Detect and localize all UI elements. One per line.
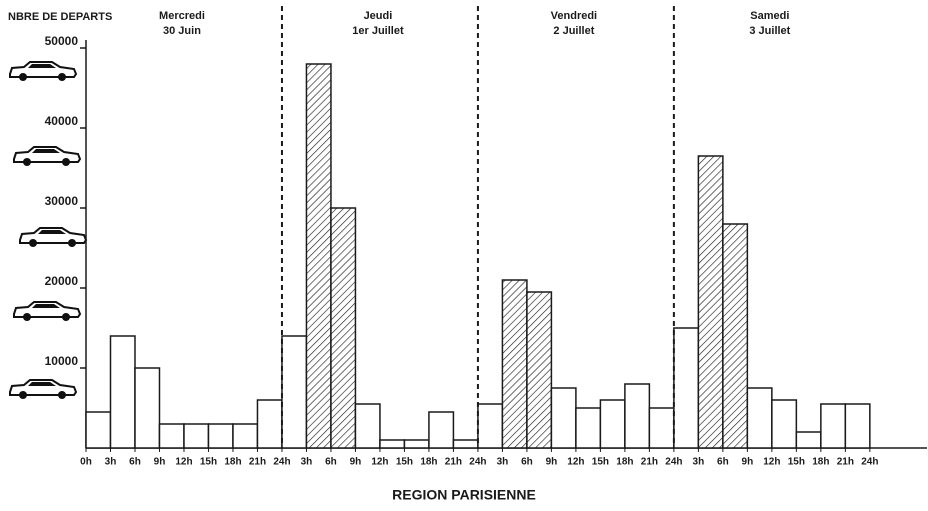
x-tick-label: 3h bbox=[497, 457, 509, 468]
x-tick-label: 24h bbox=[469, 457, 486, 468]
bar bbox=[233, 424, 257, 448]
bar bbox=[478, 404, 502, 448]
bar bbox=[576, 408, 600, 448]
x-tick-label: 21h bbox=[445, 457, 462, 468]
bar bbox=[184, 424, 208, 448]
y-tick-label: 50000 bbox=[45, 34, 79, 48]
day-date: 1er Juillet bbox=[352, 25, 404, 37]
x-tick-label: 6h bbox=[129, 457, 141, 468]
bar bbox=[772, 400, 796, 448]
x-tick-label: 3h bbox=[693, 457, 705, 468]
x-tick-label: 24h bbox=[861, 457, 878, 468]
x-tick-label: 21h bbox=[249, 457, 266, 468]
bar bbox=[331, 208, 355, 448]
day-date: 2 Juillet bbox=[553, 25, 594, 37]
bar bbox=[845, 404, 869, 448]
bar bbox=[404, 440, 428, 448]
bar bbox=[282, 336, 306, 448]
x-tick-label: 12h bbox=[763, 457, 780, 468]
x-tick-label: 9h bbox=[350, 457, 362, 468]
x-tick-label: 0h bbox=[80, 457, 92, 468]
x-tick-label: 6h bbox=[325, 457, 337, 468]
bar bbox=[698, 156, 722, 448]
x-tick-label: 12h bbox=[371, 457, 388, 468]
y-tick-label: 30000 bbox=[45, 194, 79, 208]
day-date: 3 Juillet bbox=[749, 25, 790, 37]
bar bbox=[257, 400, 281, 448]
x-tick-label: 21h bbox=[837, 457, 854, 468]
bar bbox=[453, 440, 477, 448]
y-tick-label: 10000 bbox=[45, 354, 79, 368]
y-tick-label: 40000 bbox=[45, 114, 79, 128]
bar bbox=[110, 336, 134, 448]
x-tick-label: 3h bbox=[301, 457, 313, 468]
chart-title: REGION PARISIENNE bbox=[392, 487, 536, 503]
bar bbox=[674, 328, 698, 448]
day-name: Samedi bbox=[750, 10, 789, 22]
x-tick-label: 9h bbox=[546, 457, 558, 468]
bar bbox=[135, 368, 159, 448]
bar bbox=[625, 384, 649, 448]
bar bbox=[649, 408, 673, 448]
bar bbox=[86, 412, 110, 448]
bar bbox=[551, 388, 575, 448]
bar bbox=[502, 280, 526, 448]
bar bbox=[429, 412, 453, 448]
x-tick-label: 15h bbox=[396, 457, 413, 468]
x-tick-label: 18h bbox=[616, 457, 633, 468]
day-name: Vendredi bbox=[551, 10, 597, 22]
bar bbox=[796, 432, 820, 448]
x-tick-label: 12h bbox=[567, 457, 584, 468]
x-tick-label: 24h bbox=[665, 457, 682, 468]
bar bbox=[747, 388, 771, 448]
x-tick-label: 9h bbox=[154, 457, 166, 468]
x-tick-label: 3h bbox=[105, 457, 117, 468]
x-tick-label: 6h bbox=[521, 457, 533, 468]
bar bbox=[527, 292, 551, 448]
y-tick-label: 20000 bbox=[45, 274, 79, 288]
x-tick-label: 18h bbox=[224, 457, 241, 468]
x-tick-label: 12h bbox=[175, 457, 192, 468]
bar bbox=[306, 64, 330, 448]
x-tick-label: 24h bbox=[273, 457, 290, 468]
bar bbox=[723, 224, 747, 448]
x-tick-label: 21h bbox=[641, 457, 658, 468]
bar bbox=[208, 424, 232, 448]
car-icons bbox=[10, 62, 86, 399]
y-axis-label: NBRE DE DEPARTS bbox=[8, 11, 112, 23]
x-tick-label: 15h bbox=[788, 457, 805, 468]
x-tick-label: 9h bbox=[742, 457, 754, 468]
x-tick-label: 6h bbox=[717, 457, 729, 468]
day-date: 30 Juin bbox=[163, 25, 201, 37]
x-tick-label: 18h bbox=[812, 457, 829, 468]
bar bbox=[600, 400, 624, 448]
x-tick-label: 18h bbox=[420, 457, 437, 468]
bar bbox=[821, 404, 845, 448]
x-tick-label: 15h bbox=[592, 457, 609, 468]
day-name: Mercredi bbox=[159, 10, 205, 22]
chart: NBRE DE DEPARTS REGION PARISIENNE 10000 2… bbox=[0, 0, 928, 511]
bar bbox=[380, 440, 404, 448]
bar bbox=[355, 404, 379, 448]
bar bbox=[159, 424, 183, 448]
x-tick-label: 15h bbox=[200, 457, 217, 468]
day-name: Jeudi bbox=[364, 10, 393, 22]
